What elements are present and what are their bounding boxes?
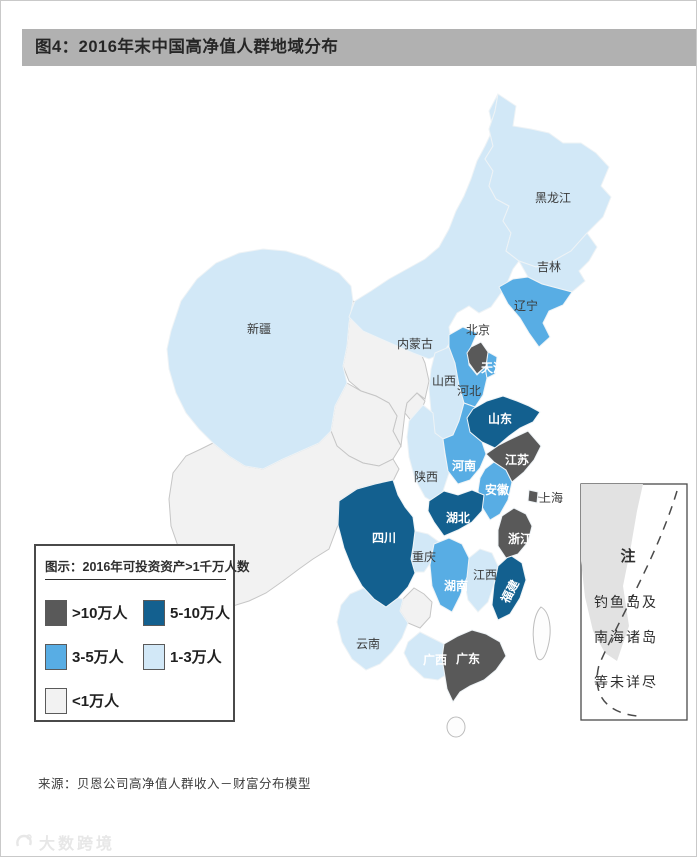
province-shape-shandong xyxy=(466,395,541,449)
note-line-1: 钓鱼岛及 xyxy=(594,594,658,610)
note-box-coast-silhouette xyxy=(581,484,643,661)
province-label-henan: 河南 xyxy=(451,458,476,473)
province-shape-fujian xyxy=(491,554,527,621)
province-label-jilin: 吉林 xyxy=(537,260,561,274)
province-label-zhejiang: 浙江 xyxy=(508,531,532,546)
note-box: 注 钓鱼岛及 南海诸岛 等未详尽 xyxy=(580,483,688,721)
legend-label-gt10: >10万人 xyxy=(72,605,128,622)
province-label-hubei: 湖北 xyxy=(446,510,470,525)
legend-swatch-1to3 xyxy=(143,643,165,670)
legend-item-lt1: <1万人 xyxy=(45,687,119,714)
province-label-anhui: 安徽 xyxy=(485,482,510,497)
province-shape-zhejiang xyxy=(497,507,533,559)
province-shape-xinjiang xyxy=(166,248,354,470)
legend-item-gt10: >10万人 xyxy=(45,599,127,626)
province-label-heilongjiang: 黑龙江 xyxy=(535,191,571,205)
province-label-liaoning: 辽宁 xyxy=(514,298,538,313)
province-label-shandong: 山东 xyxy=(488,411,512,426)
figure-title: 图4：2016年末中国高净值人群地域分布 xyxy=(22,29,696,66)
province-label-guangdong: 广东 xyxy=(456,651,480,666)
hainan-outline xyxy=(446,716,466,738)
watermark-logo-icon xyxy=(16,834,32,847)
province-label-neimenggu: 内蒙古 xyxy=(397,336,433,351)
province-label-tianjin: 天津 xyxy=(481,360,505,375)
province-label-jiangxi: 江西 xyxy=(473,568,497,582)
province-label-sichuan: 四川 xyxy=(372,531,396,545)
legend: 图示：2016年可投资资产>1千万人数 >10万人 5-10万人 3-5万人 1… xyxy=(34,544,250,722)
source-line: 来源：贝恩公司高净值人群收入－财富分布模型 xyxy=(38,777,312,791)
watermark: 大数跨境 xyxy=(15,830,115,854)
province-shape-sichuan xyxy=(337,479,416,608)
legend-swatch-lt1 xyxy=(45,687,67,714)
province-label-chongqing: 重庆 xyxy=(412,550,436,564)
province-shape-shanghai xyxy=(527,489,539,504)
province-label-shaanxi: 陕西 xyxy=(414,469,438,484)
legend-label-5to10: 5-10万人 xyxy=(170,605,231,622)
note-line-3: 等未详尽 xyxy=(594,674,658,690)
province-shape-hubei xyxy=(427,489,485,537)
province-shape-hunan xyxy=(429,537,470,613)
province-shape-jiangsu xyxy=(485,430,542,483)
province-shape-henan xyxy=(442,402,487,485)
province-shape-liaoning xyxy=(498,276,573,348)
watermark-text: 大数跨境 xyxy=(39,836,116,853)
province-label-hunan: 湖南 xyxy=(444,578,468,593)
legend-swatch-5to10 xyxy=(143,599,165,626)
legend-item-5to10: 5-10万人 xyxy=(143,599,230,626)
nine-dash-line xyxy=(596,490,678,717)
note-line-2: 南海诸岛 xyxy=(594,629,658,645)
province-shape-yunnan xyxy=(336,587,409,671)
legend-item-1to3: 1-3万人 xyxy=(143,643,222,670)
province-label-shanghai: 上海 xyxy=(539,490,563,505)
taiwan-outline xyxy=(532,606,551,661)
legend-label-1to3: 1-3万人 xyxy=(170,649,222,666)
province-label-guangxi: 广西 xyxy=(423,652,447,667)
legend-swatch-gt10 xyxy=(45,599,67,626)
legend-swatch-3to5 xyxy=(45,643,67,670)
legend-item-3to5: 3-5万人 xyxy=(45,643,124,670)
note-title: 注 xyxy=(620,547,635,565)
province-label-xinjiang: 新疆 xyxy=(247,321,271,336)
province-label-shanxi: 山西 xyxy=(432,374,456,388)
province-shape-guangdong xyxy=(441,629,507,703)
province-label-yunnan: 云南 xyxy=(356,636,380,651)
legend-label-lt1: <1万人 xyxy=(72,693,120,710)
province-shape-beijing xyxy=(466,341,489,375)
shanghai-pointer-line xyxy=(537,496,545,499)
province-shape-shaanxi xyxy=(406,404,450,504)
legend-label-3to5: 3-5万人 xyxy=(72,649,124,666)
province-label-beijing: 北京 xyxy=(466,323,490,337)
legend-title: 图示：2016年可投资资产>1千万人数 xyxy=(45,556,250,580)
province-label-jiangsu: 江苏 xyxy=(505,452,529,467)
province-label-hebei: 河北 xyxy=(457,384,481,398)
